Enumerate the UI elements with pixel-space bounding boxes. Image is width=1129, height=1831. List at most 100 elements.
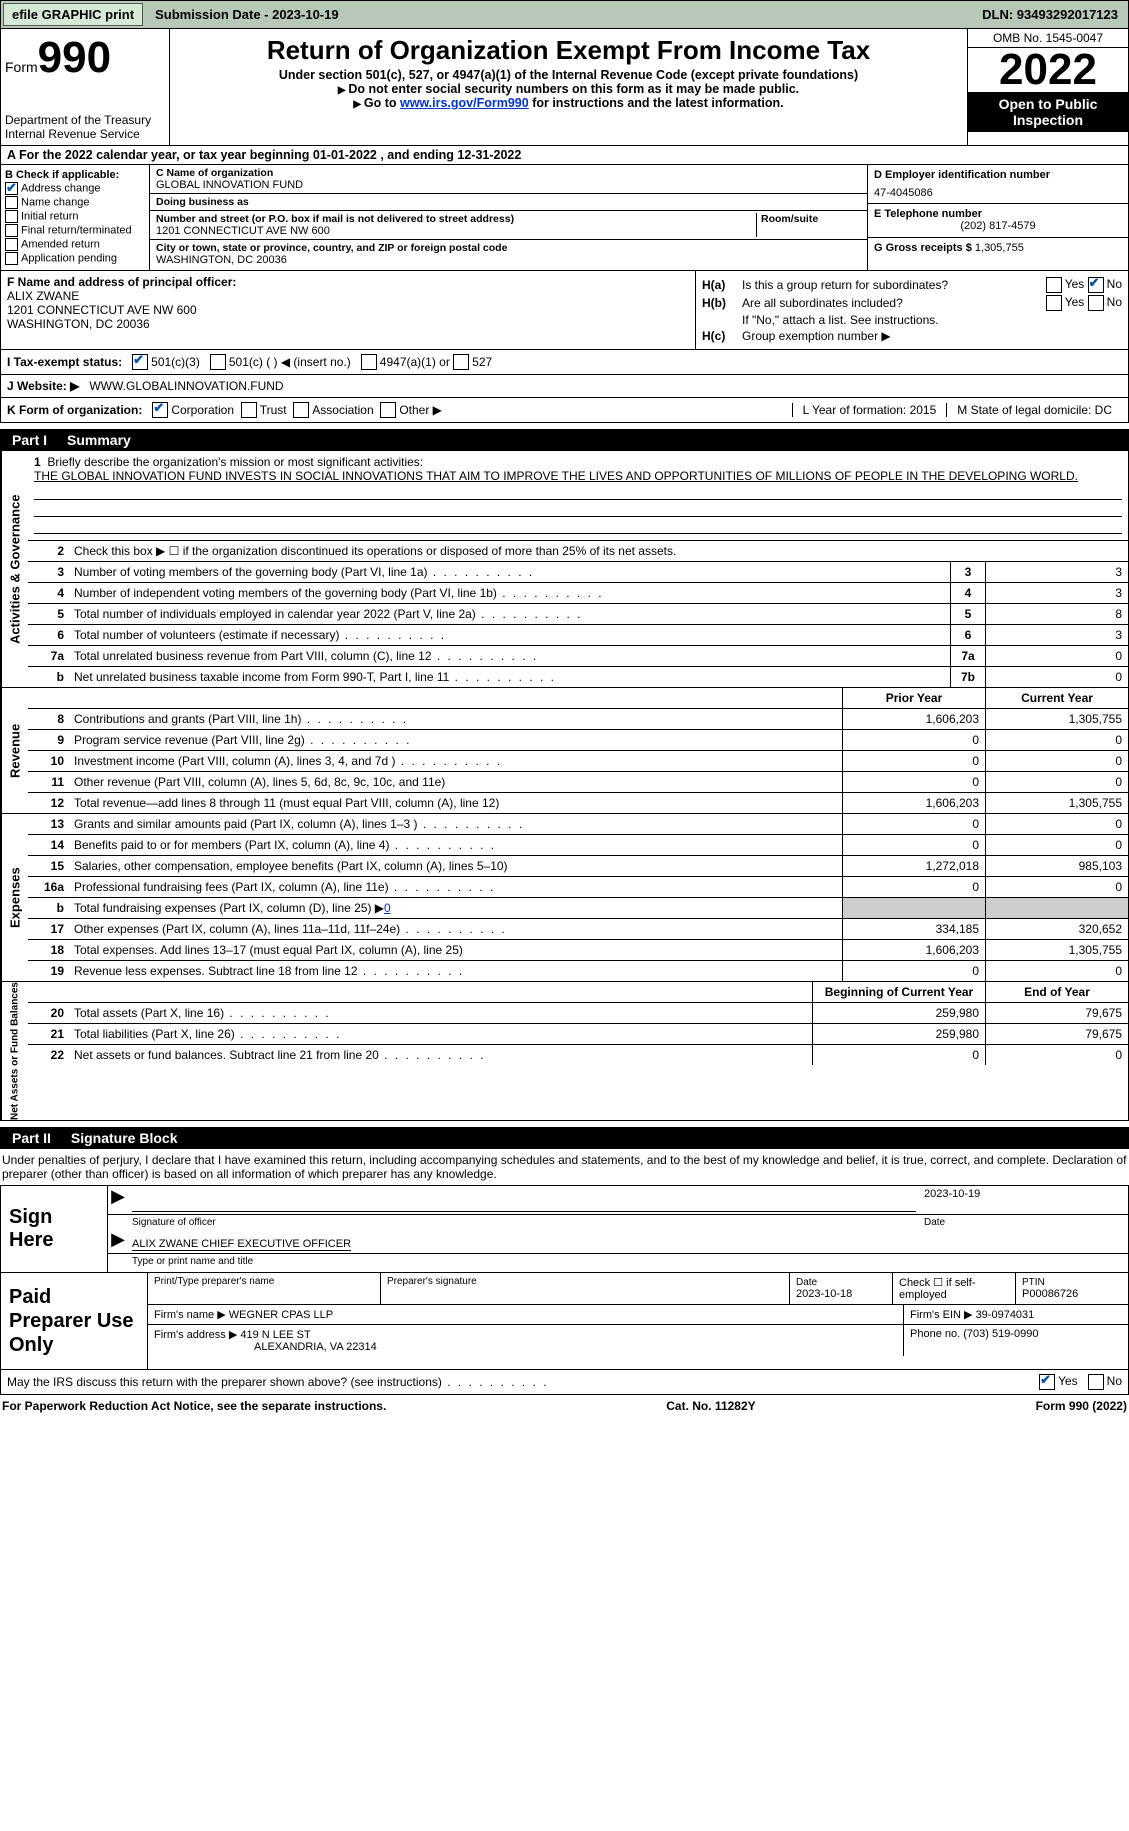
block-fh: F Name and address of principal officer:… [0, 271, 1129, 350]
part2-title: Signature Block [63, 1127, 186, 1149]
check-app-pending[interactable]: Application pending [5, 252, 145, 265]
check-501c3[interactable] [132, 354, 148, 370]
section-net-assets: Net Assets or Fund Balances Beginning of… [0, 982, 1129, 1121]
c21: 79,675 [985, 1024, 1128, 1044]
part1-label: Part I [0, 429, 59, 451]
side-activities: Activities & Governance [1, 451, 28, 687]
v6: 3 [985, 625, 1128, 645]
firm-name-label: Firm's name ▶ [154, 1309, 226, 1321]
check-corp[interactable] [152, 402, 168, 418]
p12: 1,606,203 [842, 793, 985, 813]
check-other[interactable] [380, 402, 396, 418]
c18: 1,305,755 [985, 940, 1128, 960]
hdr-current: Current Year [985, 688, 1128, 708]
hb-yes-check[interactable] [1046, 295, 1062, 311]
irs-link[interactable]: www.irs.gov/Form990 [400, 96, 529, 110]
c16a: 0 [985, 877, 1128, 897]
row-i-tax-status: I Tax-exempt status: 501(c)(3) 501(c) ( … [0, 350, 1129, 375]
form-label: Form [5, 59, 38, 75]
tel-value: (202) 817-4579 [874, 220, 1122, 232]
p19: 0 [842, 961, 985, 981]
section-expenses: Expenses 13Grants and similar amounts pa… [0, 814, 1129, 982]
address-value: 1201 CONNECTICUT AVE NW 600 [156, 225, 752, 237]
col-b-header: B Check if applicable: [5, 169, 145, 181]
check-name-change[interactable]: Name change [5, 196, 145, 209]
sig-name-title: ALIX ZWANE CHIEF EXECUTIVE OFFICER [132, 1238, 351, 1251]
p9: 0 [842, 730, 985, 750]
ha-yes-check[interactable] [1046, 277, 1062, 293]
prep-check-self[interactable]: Check ☐ if self-employed [893, 1273, 1016, 1304]
check-trust[interactable] [241, 402, 257, 418]
c9: 0 [985, 730, 1128, 750]
q17-text: Other expenses (Part IX, column (A), lin… [70, 919, 842, 939]
p11: 0 [842, 772, 985, 792]
org-form-label: K Form of organization: [7, 403, 142, 417]
officer-name: ALIX ZWANE [7, 289, 689, 303]
check-527[interactable] [453, 354, 469, 370]
dln: DLN: 93493292017123 [974, 4, 1126, 25]
sign-here-label: Sign Here [1, 1186, 108, 1272]
sign-here-block: Sign Here ▶ 2023-10-19 Signature of offi… [0, 1185, 1129, 1273]
website-label: J Website: ▶ [7, 379, 79, 393]
discuss-no-check[interactable] [1088, 1374, 1104, 1390]
part1-title: Summary [59, 429, 139, 451]
opt-trust: Trust [260, 403, 287, 417]
hb-key: H(b) [702, 296, 742, 310]
c22: 0 [985, 1045, 1128, 1065]
q18-text: Total expenses. Add lines 13–17 (must eq… [70, 940, 842, 960]
state-domicile: M State of legal domicile: DC [946, 403, 1122, 417]
check-final-return[interactable]: Final return/terminated [5, 224, 145, 237]
p10: 0 [842, 751, 985, 771]
check-address-change[interactable]: Address change [5, 182, 145, 195]
q3-text: Number of voting members of the governin… [70, 562, 950, 582]
hb-no-check[interactable] [1088, 295, 1104, 311]
check-501c[interactable] [210, 354, 226, 370]
c16b-shade [985, 898, 1128, 918]
ha-yes-label: Yes [1065, 277, 1085, 291]
check-assoc[interactable] [293, 402, 309, 418]
dba-label: Doing business as [156, 196, 861, 208]
block-bcd: B Check if applicable: Address change Na… [0, 165, 1129, 271]
arrow-icon: ▶ [108, 1229, 128, 1253]
opt-other: Other ▶ [399, 403, 442, 417]
hb-yes-label: Yes [1065, 295, 1085, 309]
p21: 259,980 [812, 1024, 985, 1044]
officer-addr1: 1201 CONNECTICUT AVE NW 600 [7, 303, 689, 317]
c8: 1,305,755 [985, 709, 1128, 729]
form-ref: Form 990 (2022) [1036, 1399, 1127, 1413]
city-value: WASHINGTON, DC 20036 [156, 254, 861, 266]
subtitle-3: Go to www.irs.gov/Form990 for instructio… [174, 96, 963, 110]
efile-button[interactable]: efile GRAPHIC print [3, 3, 143, 26]
p14: 0 [842, 835, 985, 855]
discuss-no-label: No [1107, 1374, 1122, 1388]
q1-mission: THE GLOBAL INNOVATION FUND INVESTS IN SO… [34, 469, 1078, 483]
check-initial-return[interactable]: Initial return [5, 210, 145, 223]
tax-year: 2022 [968, 48, 1128, 92]
irs-label: Internal Revenue Service [5, 127, 165, 141]
row-a-calendar: A For the 2022 calendar year, or tax yea… [0, 146, 1129, 165]
p16b-shade [842, 898, 985, 918]
p8: 1,606,203 [842, 709, 985, 729]
q16b-text: Total fundraising expenses (Part IX, col… [70, 898, 842, 918]
discuss-yes-check[interactable] [1039, 1374, 1055, 1390]
type-name-label: Type or print name and title [128, 1254, 1128, 1269]
q2-text: Check this box ▶ ☐ if the organization d… [70, 541, 1128, 561]
tel-label: E Telephone number [874, 208, 1122, 220]
sig-officer-label: Signature of officer [128, 1215, 920, 1229]
part2-header: Part II Signature Block [0, 1127, 1129, 1149]
arrow-icon: ▶ [108, 1186, 128, 1214]
prep-print-label: Print/Type preparer's name [154, 1276, 374, 1287]
v7a: 0 [985, 646, 1128, 666]
check-4947[interactable] [361, 354, 377, 370]
website-value: WWW.GLOBALINNOVATION.FUND [89, 379, 283, 393]
ein-label: D Employer identification number [874, 169, 1122, 181]
q21-text: Total liabilities (Part X, line 26) [70, 1024, 812, 1044]
top-bar: efile GRAPHIC print Submission Date - 20… [0, 0, 1129, 29]
sig-intro: Under penalties of perjury, I declare th… [0, 1149, 1129, 1185]
q14-text: Benefits paid to or for members (Part IX… [70, 835, 842, 855]
org-name-label: C Name of organization [156, 167, 861, 179]
ha-no-check[interactable] [1088, 277, 1104, 293]
gross-label: G Gross receipts $ [874, 242, 972, 254]
check-amended[interactable]: Amended return [5, 238, 145, 251]
opt-4947: 4947(a)(1) or [380, 355, 450, 369]
